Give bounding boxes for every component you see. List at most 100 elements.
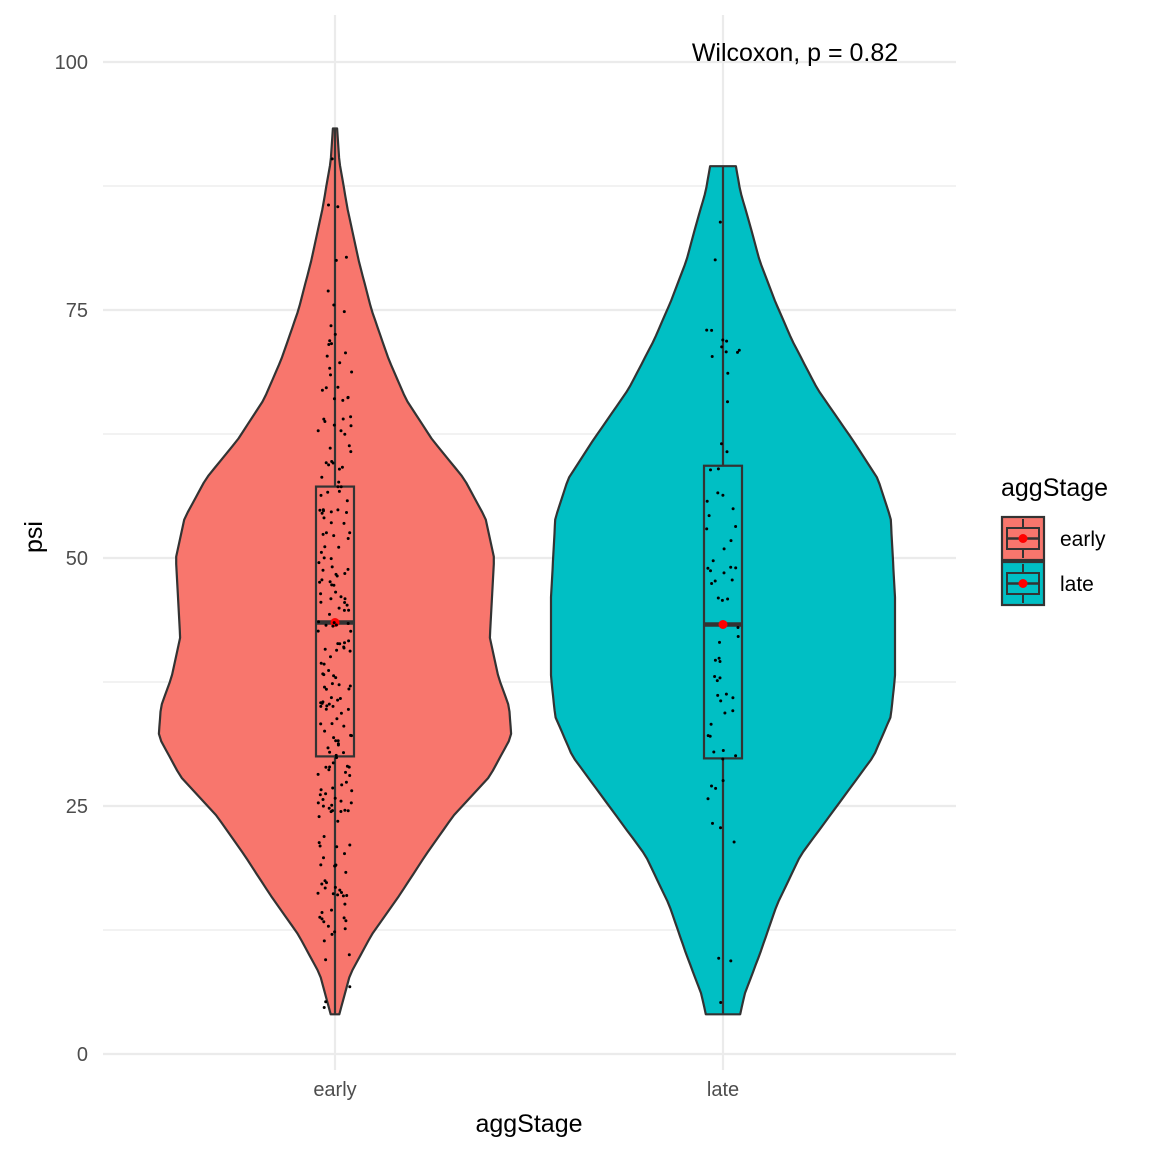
point-early-40 (346, 707, 350, 711)
point-early-3 (321, 804, 325, 808)
point-early-181 (316, 801, 320, 805)
point-early-102 (328, 339, 332, 343)
point-early-80 (330, 342, 333, 346)
point-early-121 (327, 463, 331, 467)
point-early-76 (343, 601, 347, 604)
point-early-17 (343, 597, 347, 601)
point-early-221 (324, 958, 328, 962)
point-early-37 (329, 557, 333, 561)
point-early-197 (335, 648, 339, 652)
y-tick-label-0: 0 (77, 1044, 88, 1066)
point-early-90 (341, 894, 345, 898)
point-late-61 (734, 566, 738, 570)
mean-point-late (718, 619, 728, 629)
point-early-205 (336, 893, 340, 897)
point-early-11 (330, 932, 334, 936)
point-early-201 (348, 531, 352, 535)
point-early-111 (321, 568, 325, 572)
point-late-24 (724, 692, 728, 696)
point-early-151 (321, 532, 325, 536)
point-early-30 (343, 572, 347, 575)
point-late-68 (719, 699, 723, 703)
point-early-170 (346, 537, 350, 540)
y-tick-label-100: 100 (55, 52, 88, 74)
point-early-89 (319, 661, 323, 665)
point-late-10 (716, 596, 720, 600)
point-early-212 (320, 475, 324, 479)
point-early-46 (334, 258, 338, 262)
point-early-0 (320, 578, 324, 582)
point-early-113 (343, 432, 347, 436)
point-late-7 (711, 821, 714, 825)
point-early-136 (331, 461, 335, 465)
point-late-50 (726, 371, 730, 375)
point-early-163 (347, 687, 351, 691)
point-early-150 (330, 157, 334, 161)
point-early-21 (316, 891, 320, 895)
point-early-100 (327, 669, 331, 672)
point-late-46 (710, 784, 713, 788)
point-early-79 (341, 398, 345, 402)
point-early-29 (347, 639, 351, 643)
point-early-45 (317, 815, 321, 819)
point-early-48 (346, 809, 350, 813)
point-early-33 (329, 373, 332, 377)
point-late-9 (718, 640, 721, 644)
point-early-101 (350, 734, 353, 738)
point-early-171 (319, 600, 323, 604)
point-early-226 (344, 780, 348, 784)
wilcoxon-annotation: Wilcoxon, p = 0.82 (692, 39, 898, 67)
point-early-157 (331, 809, 334, 813)
point-early-62 (337, 606, 341, 610)
point-early-16 (319, 493, 323, 497)
point-early-224 (328, 366, 332, 370)
point-early-142 (339, 799, 343, 803)
point-early-96 (320, 388, 324, 392)
point-late-12 (723, 711, 727, 715)
point-late-54 (721, 493, 725, 497)
point-late-13 (710, 328, 714, 332)
point-late-30 (709, 468, 712, 472)
point-early-189 (318, 915, 322, 919)
point-early-156 (332, 674, 336, 678)
point-late-51 (713, 675, 717, 678)
legend-mean-late (1018, 579, 1028, 588)
point-early-166 (322, 920, 326, 924)
point-early-187 (324, 792, 328, 796)
point-late-17 (709, 569, 712, 573)
point-early-210 (324, 687, 328, 691)
point-early-169 (336, 819, 340, 823)
point-early-217 (332, 397, 336, 401)
point-late-5 (713, 579, 717, 583)
point-early-67 (348, 684, 352, 688)
point-early-161 (349, 450, 353, 454)
point-early-104 (329, 597, 333, 601)
point-early-135 (334, 753, 338, 757)
point-early-158 (325, 704, 329, 708)
point-early-174 (344, 919, 348, 923)
point-early-18 (319, 863, 323, 867)
x-axis-title: aggStage (475, 1110, 582, 1138)
point-early-227 (349, 415, 353, 419)
point-early-1 (333, 796, 337, 800)
point-early-225 (326, 746, 330, 750)
point-late-4 (717, 956, 721, 960)
point-early-215 (322, 835, 326, 838)
point-late-22 (722, 571, 726, 575)
point-early-175 (323, 879, 327, 883)
point-early-180 (329, 655, 332, 659)
point-early-52 (335, 717, 339, 721)
point-early-229 (331, 704, 335, 708)
point-late-60 (707, 514, 711, 518)
point-early-108 (339, 711, 343, 715)
y-tick-label-50: 50 (66, 548, 88, 570)
point-early-214 (318, 508, 322, 512)
point-early-132 (338, 888, 342, 892)
point-early-13 (324, 623, 328, 627)
point-late-59 (720, 598, 724, 602)
point-late-29 (726, 400, 729, 404)
point-late-16 (713, 658, 717, 662)
point-early-196 (342, 310, 346, 314)
point-late-2 (718, 220, 722, 224)
point-early-127 (347, 444, 351, 448)
